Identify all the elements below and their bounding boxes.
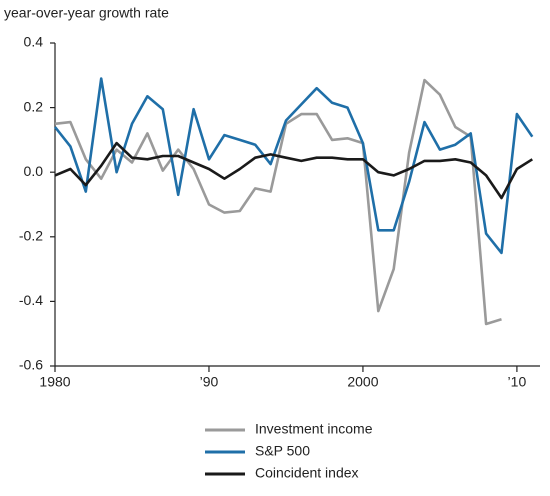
y-tick-label: 0.4 (24, 34, 44, 50)
y-tick-label: -0.4 (19, 292, 43, 308)
legend-label: Investment income (255, 421, 373, 437)
y-tick-label: 0.0 (24, 163, 44, 179)
x-tick-label: ’90 (200, 374, 219, 390)
y-tick-label: 0.2 (24, 98, 44, 114)
x-tick-label: ’10 (508, 374, 527, 390)
y-tick-label: -0.2 (19, 228, 43, 244)
chart-title: year-over-year growth rate (4, 5, 169, 21)
series-line (54, 78, 502, 326)
legend-label: S&P 500 (255, 443, 310, 459)
y-tick-label: -0.6 (19, 357, 43, 373)
series-line (54, 141, 533, 200)
series-line (53, 77, 534, 255)
x-tick-label: 1980 (39, 374, 70, 390)
legend-label: Coincident index (255, 465, 359, 481)
x-tick-label: 2000 (347, 374, 378, 390)
